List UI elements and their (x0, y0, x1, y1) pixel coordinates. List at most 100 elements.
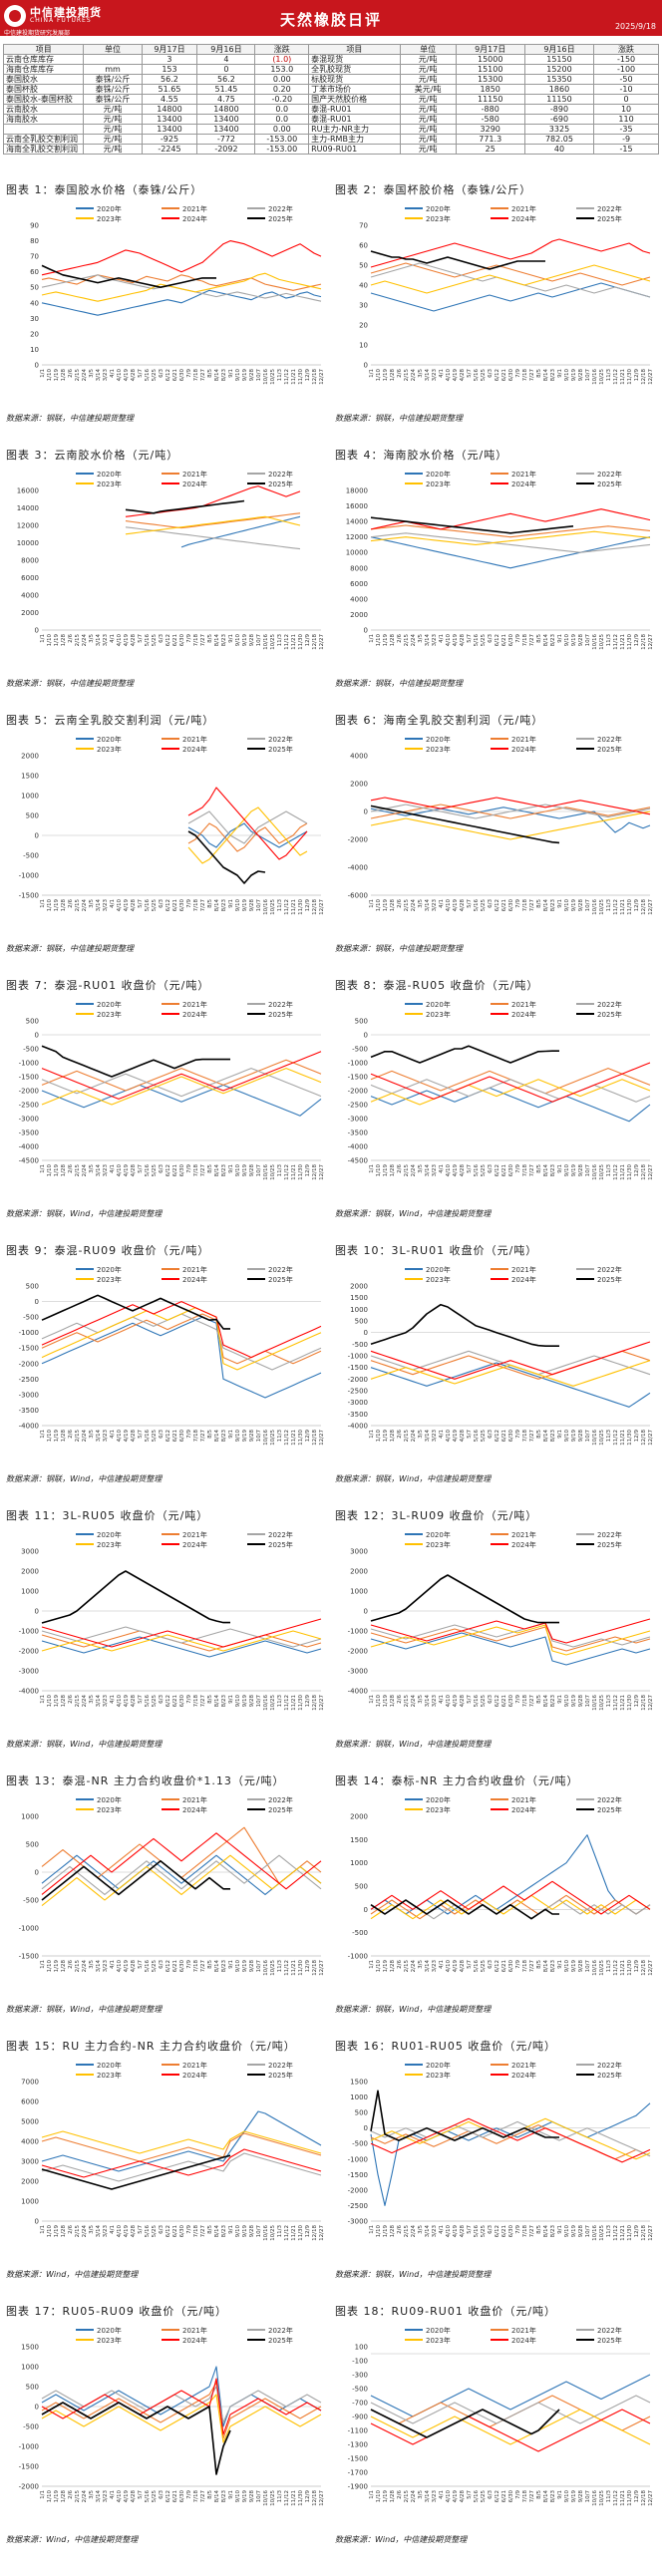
legend-label: 2022年 (597, 735, 622, 744)
x-tick-label: 7/18 (193, 1695, 199, 1708)
x-tick-label: 12/27 (319, 1164, 325, 1180)
y-tick-label: -3500 (348, 1411, 368, 1419)
x-tick-label: 7/27 (200, 1960, 206, 1973)
x-tick-label: 7/9 (186, 369, 192, 378)
x-axis: 1/1 1/10 1/19 1/28 2/6 2/15 2/24 3/5 3/14 3/23 4/1… (40, 899, 325, 915)
x-tick-label: 12/18 (641, 369, 647, 385)
x-tick-label: 3/23 (103, 1695, 109, 1708)
x-tick-label: 5/25 (481, 1430, 487, 1443)
x-tick-label: 5/16 (474, 1430, 480, 1443)
x-tick-label: 11/3 (606, 1960, 612, 1973)
legend-label: 2021年 (182, 1265, 207, 1274)
x-tick-label: 4/19 (453, 1164, 459, 1177)
x-tick-label: 12/27 (648, 634, 654, 650)
x-tick-label: 7/9 (515, 369, 521, 378)
x-tick-label: 7/27 (529, 2490, 535, 2503)
x-tick-label: 3/23 (103, 634, 109, 647)
chart-legend: 2020年 2021年 2022年 2023年 2024年 2025年 (76, 470, 293, 488)
x-tick-label: 11/12 (613, 1164, 619, 1180)
y-tick-label: 4000 (21, 592, 39, 600)
x-tick-label: 7/9 (515, 2490, 521, 2499)
x-tick-label: 11/12 (613, 1695, 619, 1711)
x-tick-label: 11/30 (298, 1164, 304, 1180)
x-tick-label: 6/21 (501, 369, 507, 381)
x-tick-label: 11/3 (277, 1960, 283, 1973)
table-cell: 元/吨 (83, 144, 143, 155)
x-tick-label: 5/16 (145, 369, 151, 382)
series-line (370, 264, 651, 294)
x-tick-label: 10/16 (592, 1960, 598, 1976)
x-tick-label: 1/19 (54, 369, 60, 382)
series-line (370, 1574, 559, 1624)
y-tick-label: -3000 (19, 1116, 39, 1124)
table-header-cell: 单位 (83, 44, 143, 55)
legend-label: 2020年 (426, 1530, 451, 1539)
table-cell: 0.00 (254, 74, 310, 85)
x-tick-label: 9/10 (564, 1960, 570, 1973)
legend-label: 2021年 (511, 1000, 536, 1009)
x-tick-label: 10/25 (270, 1695, 276, 1711)
x-tick-label: 7/18 (522, 2490, 528, 2503)
y-tick-label: 0 (35, 1298, 39, 1306)
y-tick-label: 0 (364, 1608, 368, 1616)
x-tick-label: 12/18 (641, 2225, 647, 2241)
y-axis: -3000 -2500 -2000 -1500 -1000 -500 0 500 1000 150… (348, 2079, 368, 2226)
x-tick-label: 4/28 (460, 899, 466, 912)
x-tick-label: 12/27 (319, 2225, 325, 2241)
x-tick-label: 4/19 (453, 1960, 459, 1973)
legend-label: 2024年 (511, 214, 536, 223)
x-tick-label: 3/23 (103, 899, 109, 912)
x-tick-label: 3/23 (103, 1430, 109, 1443)
table-cell: 153.0 (254, 64, 310, 75)
line-chart: 2020年 2021年 2022年 2023年 2024年 2025年 -1000 -500 0… (348, 1795, 654, 1976)
x-tick-label: 5/25 (152, 899, 158, 912)
y-tick-label: 14000 (346, 518, 368, 526)
legend-label: 2022年 (597, 1000, 622, 1009)
x-tick-label: 3/14 (96, 1164, 102, 1177)
x-tick-label: 2/6 (68, 899, 74, 908)
legend-label: 2023年 (426, 745, 451, 754)
x-tick-label: 9/28 (578, 1430, 584, 1443)
x-tick-label: 11/21 (291, 1695, 297, 1711)
x-tick-label: 3/5 (89, 899, 95, 908)
x-tick-label: 6/12 (166, 1430, 171, 1442)
y-tick-label: -3000 (19, 1391, 39, 1399)
y-tick-label: 0 (35, 1032, 39, 1040)
x-tick-label: 8/14 (214, 1960, 220, 1973)
table-cell: 丁苯市场价 (308, 84, 401, 95)
x-tick-label: 2/15 (404, 2225, 410, 2238)
series-line (370, 1618, 651, 1644)
x-tick-label: 10/7 (585, 369, 591, 382)
table-cell: 13400 (141, 124, 198, 135)
x-tick-label: 6/21 (501, 1164, 507, 1176)
x-tick-label: 3/14 (96, 1960, 102, 1973)
x-tick-label: 2/6 (397, 1430, 403, 1439)
x-tick-label: 1/19 (54, 634, 60, 647)
x-tick-label: 5/16 (145, 1164, 151, 1177)
series-line (125, 485, 301, 517)
x-tick-label: 11/12 (284, 1695, 290, 1711)
x-tick-label: 11/30 (627, 1430, 633, 1446)
x-tick-label: 1/10 (376, 1430, 382, 1443)
line-chart: 2020年 2021年 2022年 2023年 2024年 2025年 0 10 20 30 40 5… (359, 204, 654, 385)
series-line (187, 787, 308, 860)
x-tick-label: 4/10 (117, 1695, 123, 1708)
line-chart: 2020年 2021年 2022年 2023年 2024年 2025年 -4000 -3000… (348, 1530, 654, 1711)
chart-source-note: 数据来源：钢联，中信建投期货整理 (335, 414, 463, 423)
series-line (41, 1313, 322, 1371)
x-tick-label: 5/16 (145, 634, 151, 647)
x-axis: 1/1 1/10 1/19 1/28 2/6 2/15 2/24 3/5 3/14 3/23 4/1… (369, 2225, 654, 2241)
x-tick-label: 10/25 (270, 899, 276, 915)
legend-label: 2022年 (597, 204, 622, 213)
x-tick-label: 12/27 (648, 1960, 654, 1976)
x-tick-label: 11/21 (291, 1164, 297, 1180)
legend-label: 2020年 (426, 735, 451, 744)
legend-label: 2024年 (511, 745, 536, 754)
x-tick-label: 10/7 (585, 1960, 591, 1973)
y-tick-label: 14000 (17, 504, 39, 512)
x-tick-label: 4/10 (446, 899, 452, 912)
y-tick-label: 1000 (350, 1306, 368, 1314)
chart-legend: 2020年 2021年 2022年 2023年 2024年 2025年 (405, 1265, 622, 1284)
x-tick-label: 5/7 (467, 369, 473, 378)
x-tick-label: 7/18 (193, 1164, 199, 1177)
